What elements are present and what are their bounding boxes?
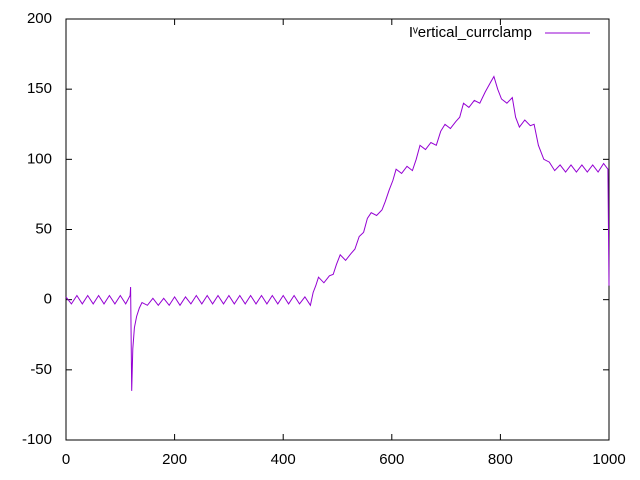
x-tick-label: 800	[488, 451, 513, 468]
x-tick-label: 0	[62, 451, 70, 468]
y-tick-label: 200	[27, 10, 52, 27]
y-tick-label: -50	[30, 361, 52, 378]
y-tick-label: -100	[22, 431, 52, 448]
y-tick-label: 50	[35, 220, 52, 237]
data-line	[65, 75, 610, 391]
y-tick-label: 150	[27, 80, 52, 97]
x-tick-label: 1000	[592, 451, 625, 468]
plot-frame	[65, 18, 610, 441]
legend-label: Iᵛertical_currclamp	[409, 24, 532, 41]
x-tick-label: 600	[379, 451, 404, 468]
x-tick-label: 400	[271, 451, 296, 468]
x-tick-label: 200	[162, 451, 187, 468]
y-tick-label: 100	[27, 150, 52, 167]
y-tick-label: 0	[44, 291, 52, 308]
